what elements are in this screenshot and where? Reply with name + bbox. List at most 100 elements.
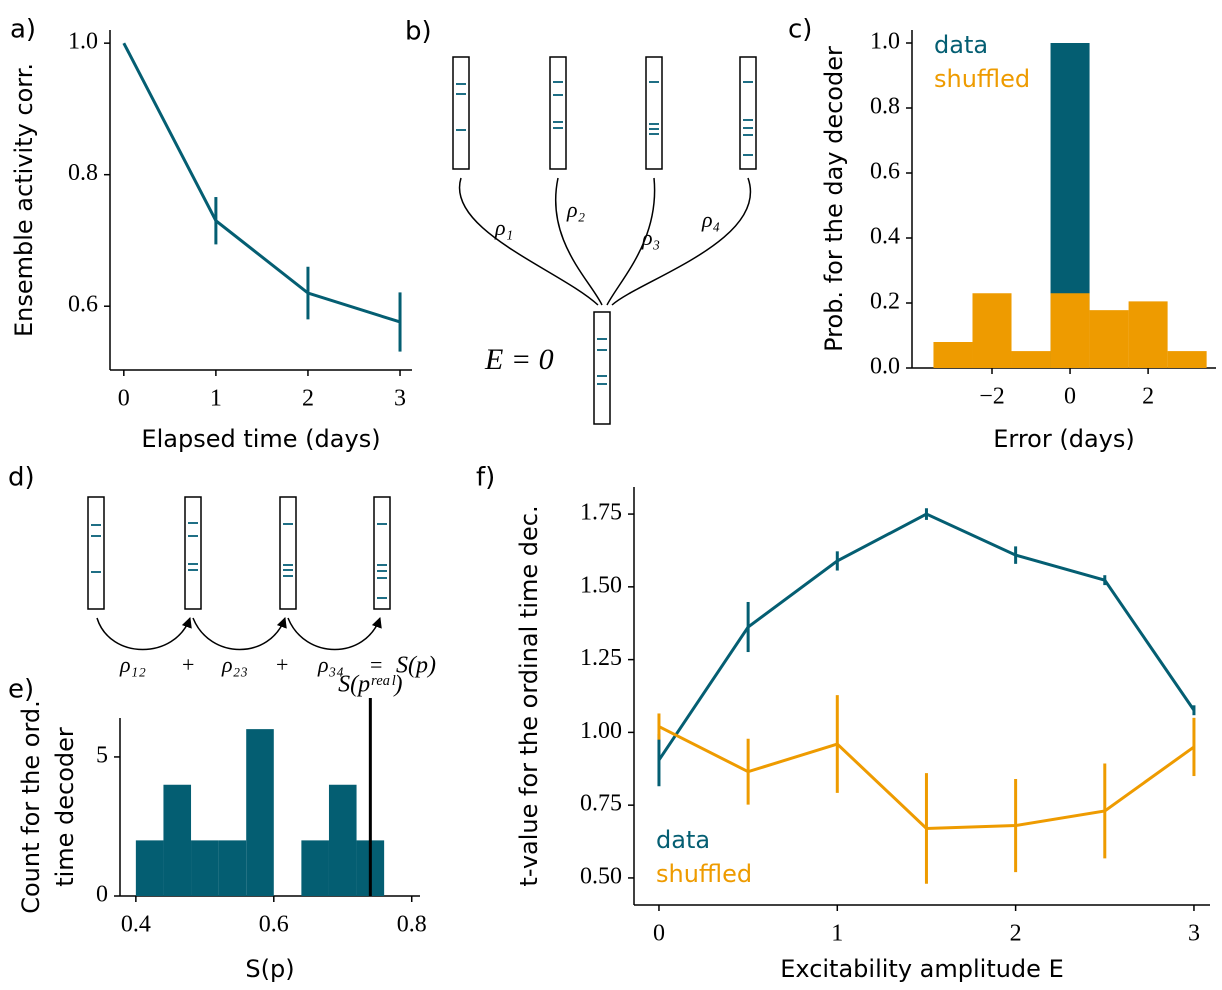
rho-label: ρ₂₃: [221, 652, 248, 677]
y-tick-label: 1.0: [68, 29, 98, 55]
reference-label: S(pʳᵉᵃˡ): [338, 672, 402, 698]
bar: [1011, 351, 1051, 368]
panel-label: d): [8, 463, 35, 493]
link: [606, 177, 656, 306]
raster-stripes: [91, 522, 387, 599]
y-tick-label: 1.00: [580, 718, 622, 744]
bar: [301, 840, 329, 896]
x-axis-label: Elapsed time (days): [141, 425, 380, 453]
y-tick-label: 0: [96, 882, 108, 908]
raster-box: [279, 496, 297, 610]
rho-label: ρ₂: [566, 197, 586, 222]
bar: [933, 342, 973, 368]
panel-label: b): [405, 17, 432, 47]
y-tick-label: 0.8: [68, 160, 98, 186]
bar: [1167, 351, 1207, 368]
x-tick-label: 0: [1064, 384, 1076, 410]
y-tick-label: 0.4: [870, 224, 900, 250]
x-axis-label: Error (days): [993, 425, 1135, 453]
x-tick-label: 2: [1142, 384, 1154, 410]
diagram-d: d) ρ₁₂ + ρ₂₃ + ρ₃₄ = S(p): [8, 463, 436, 679]
raster-box: [739, 56, 757, 170]
bar: [972, 293, 1012, 368]
diagram-b: b) ρ₁ ρ₂ ρ₃ ρ₄ E = 0: [405, 17, 757, 425]
y-tick-label: 0.50: [580, 863, 622, 889]
legend-entry: shuffled: [934, 65, 1030, 93]
y-axis-label: Prob. for the day decoder: [820, 46, 848, 352]
bar: [191, 840, 219, 896]
arrow: [192, 617, 287, 651]
x-tick-label: 0: [118, 386, 130, 412]
rho-label: ρ₃: [641, 225, 660, 250]
operator: +: [182, 652, 194, 677]
x-tick-label: 0.4: [121, 912, 151, 938]
operator: +: [276, 652, 288, 677]
y-tick-label: 0.2: [870, 289, 900, 315]
bar: [1128, 301, 1168, 368]
panel-label: e): [8, 675, 34, 705]
arrow: [96, 617, 192, 651]
bar: [246, 729, 274, 896]
x-tick-label: 0: [653, 921, 665, 947]
link: [458, 177, 599, 306]
y-tick-label: 0.6: [68, 292, 98, 318]
rho-label: ρ₁: [494, 215, 513, 240]
y-tick-label: 0.0: [870, 354, 900, 380]
x-tick-label: 2: [302, 386, 314, 412]
arrow: [287, 617, 382, 651]
y-tick-label: 0.6: [870, 159, 900, 185]
y-tick-label: 1.0: [870, 29, 900, 55]
score-label: S(p): [396, 653, 436, 679]
x-tick-label: 2: [1010, 921, 1022, 947]
raster-box: [373, 496, 391, 610]
bar: [328, 784, 357, 896]
raster-box: [184, 496, 202, 610]
raster-box: [549, 56, 567, 170]
bar: [218, 840, 247, 896]
panel-label: a): [10, 15, 36, 45]
x-tick-label: 3: [1188, 921, 1200, 947]
rho-label: ρ₃₄: [317, 652, 344, 677]
series-line: [657, 512, 1196, 761]
y-tick-label: 0.75: [580, 791, 622, 817]
legend-entry: data: [656, 826, 710, 854]
y-tick-label: 1.25: [580, 645, 622, 671]
y-tick-label: 1.50: [580, 572, 622, 598]
panel-label: c): [788, 15, 812, 45]
bar: [135, 840, 164, 896]
x-axis-label: Excitability amplitude E: [780, 955, 1063, 983]
x-tick-label: 3: [394, 386, 406, 412]
legend-entry: data: [934, 31, 988, 59]
rho-label: ρ₁₂: [119, 652, 146, 677]
operator: =: [370, 652, 382, 677]
rho-label: ρ₄: [701, 207, 720, 232]
link: [555, 177, 603, 306]
y-axis-label: Count for the ord.: [17, 700, 45, 914]
x-tick-label: 1: [210, 386, 222, 412]
legend-entry: shuffled: [656, 860, 752, 888]
bar: [1089, 310, 1129, 368]
raster-box: [87, 496, 105, 610]
y-axis-label: t-value for the ordinal time dec.: [515, 505, 543, 886]
raster-box: [452, 56, 470, 170]
x-tick-label: −2: [979, 384, 1005, 410]
y-tick-label: 0.8: [870, 94, 900, 120]
raster-box: [593, 311, 611, 425]
link: [611, 177, 752, 306]
e-label: E = 0: [484, 343, 554, 376]
series-line: [122, 42, 401, 324]
x-tick-label: 0.6: [259, 912, 289, 938]
x-tick-label: 1: [831, 921, 843, 947]
y-axis-label: Ensemble activity corr.: [10, 63, 38, 337]
bar: [1050, 293, 1090, 368]
raster-stripes: [456, 81, 753, 385]
y-axis-label: time decoder: [51, 727, 79, 887]
bar: [163, 784, 192, 896]
raster-box: [645, 56, 663, 170]
y-tick-label: 5: [96, 742, 108, 768]
y-tick-label: 1.75: [580, 500, 622, 526]
panel-label: f): [476, 463, 495, 493]
x-tick-label: 0.8: [397, 912, 427, 938]
